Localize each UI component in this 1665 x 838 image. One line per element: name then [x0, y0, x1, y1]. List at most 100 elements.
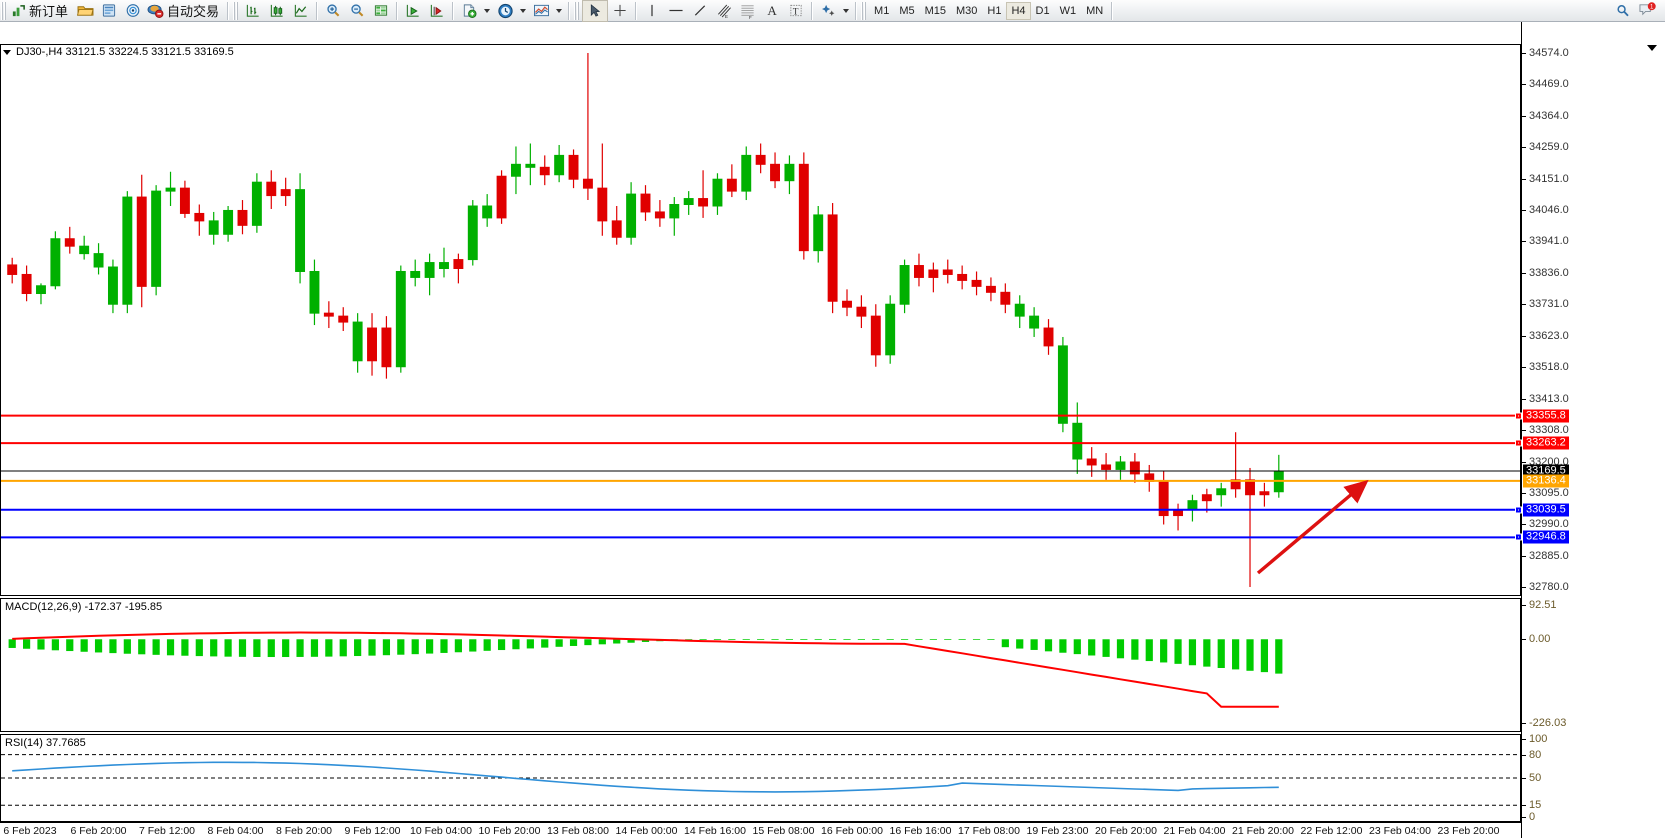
- price-axis-pill-resistance-1[interactable]: 33355.8: [1523, 409, 1569, 423]
- candle-body: [870, 315, 881, 356]
- timeframe-m30[interactable]: M30: [956, 4, 978, 17]
- price-axis-tick: [1522, 210, 1526, 212]
- search-icon: [1617, 4, 1629, 16]
- hline-button[interactable]: [664, 1, 688, 21]
- time-axis-label: 14 Feb 00:00: [615, 825, 678, 837]
- price-line-handle[interactable]: [1515, 412, 1522, 420]
- alerts-button[interactable]: 1: [1635, 1, 1659, 21]
- shift-start-button[interactable]: [401, 1, 425, 21]
- price-axis-label: 34574.0: [1529, 47, 1569, 59]
- period-button[interactable]: [493, 1, 517, 21]
- toolbar-grip[interactable]: [1, 1, 7, 20]
- candle-body: [467, 205, 478, 261]
- search-button[interactable]: [1611, 1, 1635, 21]
- cursor-button[interactable]: [582, 0, 609, 22]
- grid-button[interactable]: [369, 1, 393, 21]
- price-line-handle[interactable]: [1515, 533, 1522, 541]
- timeframe-m15[interactable]: M15: [924, 4, 946, 17]
- price-axis-tick: [1522, 53, 1526, 54]
- toolbar-separator-6: [635, 1, 638, 20]
- crosshair-button[interactable]: [608, 1, 632, 21]
- toolbar-grip-2[interactable]: [233, 1, 240, 20]
- price-axis-pill-resistance-2[interactable]: 33263.2: [1523, 436, 1569, 450]
- period-dropdown-arrow[interactable]: [520, 8, 527, 13]
- chart-window[interactable]: DJ30-,H4 33121.5 33224.5 33121.5 33169.5…: [0, 22, 1665, 838]
- price-pane[interactable]: [0, 44, 1521, 596]
- candle-body: [1273, 470, 1284, 493]
- candle-body: [525, 163, 536, 168]
- chart-menu-triangle-icon[interactable]: [3, 49, 11, 55]
- timeframe-d1[interactable]: D1: [1035, 4, 1050, 17]
- toolbar-separator-8: [855, 1, 858, 20]
- candlestick-chart-button[interactable]: [265, 1, 289, 21]
- price-axis-pill-support-2[interactable]: 32946.8: [1523, 530, 1569, 544]
- price-axis-label: 32990.0: [1529, 518, 1569, 531]
- price-axis-tick: [1522, 587, 1526, 588]
- rsi-axis-label: 80: [1529, 748, 1542, 761]
- new-order-button[interactable]: 新订单: [9, 1, 73, 21]
- data-window-button[interactable]: [97, 1, 121, 21]
- candle-body: [813, 214, 824, 252]
- indicators-button[interactable]: [529, 1, 553, 21]
- fibonacci-button[interactable]: F: [736, 1, 760, 21]
- candle-body: [496, 175, 507, 219]
- price-axis-label: 34046.0: [1529, 204, 1569, 217]
- price-axis-pill-pivot[interactable]: 33136.4: [1523, 474, 1569, 488]
- time-axis-label: 6 Feb 2023: [3, 825, 57, 837]
- bar-chart-button[interactable]: [241, 1, 265, 21]
- price-line-handle[interactable]: [1515, 506, 1522, 514]
- toolbar-grip-4[interactable]: [861, 1, 868, 20]
- price-axis[interactable]: 34574.0 34469.0 34364.0 34259.0 34151.0 34046…: [1515, 22, 1665, 838]
- new-order-label: 新订单: [29, 4, 69, 19]
- candle-body: [669, 204, 680, 219]
- signal-button[interactable]: [121, 1, 145, 21]
- rsi-pane[interactable]: RSI(14) 37.7685: [0, 734, 1521, 822]
- vline-button[interactable]: [640, 1, 664, 21]
- candle-body: [323, 312, 334, 317]
- price-axis-label: 32885.0: [1529, 549, 1569, 562]
- macd-pane[interactable]: MACD(12,26,9) -172.37 -195.85: [0, 598, 1521, 732]
- folder-button[interactable]: [73, 1, 97, 21]
- trendline-button[interactable]: [688, 1, 712, 21]
- timeframe-m5[interactable]: M5: [899, 4, 915, 17]
- timeframe-m1[interactable]: M1: [874, 4, 890, 17]
- timeframe-h4[interactable]: H4: [1006, 1, 1031, 20]
- trendline-icon: [694, 5, 706, 16]
- text-button[interactable]: A: [760, 1, 784, 21]
- rsi-axis-tick: [1522, 739, 1526, 740]
- toolbar-separator-9: [1111, 1, 1114, 20]
- macd-axis-label: -226.03: [1529, 717, 1567, 729]
- price-axis-pill-last-price[interactable]: 33169.5: [1523, 464, 1569, 478]
- candle-body: [1057, 345, 1068, 424]
- template-dropdown-arrow[interactable]: [484, 8, 491, 13]
- zoom-in-button[interactable]: [321, 1, 345, 21]
- svg-text:T: T: [793, 7, 799, 17]
- timeframe-h1[interactable]: H1: [987, 4, 1002, 17]
- candle-body: [539, 166, 550, 176]
- toolbar-grip-3[interactable]: [574, 1, 581, 20]
- time-axis-label: 19 Feb 23:00: [1026, 825, 1089, 837]
- zoom-out-button[interactable]: [345, 1, 369, 21]
- shift-end-button[interactable]: [425, 1, 449, 21]
- price-line-handle[interactable]: [1515, 439, 1522, 447]
- symbol-ohlc-label: DJ30-,H4 33121.5 33224.5 33121.5 33169.5: [16, 46, 234, 58]
- indicators-dropdown-arrow[interactable]: [556, 8, 563, 13]
- price-axis-tick: [1522, 493, 1526, 495]
- fibonacci-icon: F: [741, 4, 754, 19]
- candlestick-plot: [7, 53, 1284, 587]
- price-axis-label: 32780.0: [1529, 581, 1569, 593]
- time-axis-label: 23 Feb 04:00: [1369, 825, 1431, 837]
- time-axis-label: 6 Feb 20:00: [70, 825, 127, 837]
- equidistant-channel-button[interactable]: E: [712, 1, 736, 21]
- price-axis-tick: [1522, 524, 1526, 526]
- objects-dropdown-arrow[interactable]: [843, 8, 850, 13]
- template-button[interactable]: [457, 1, 481, 21]
- price-axis-pill-support-1[interactable]: 33039.5: [1523, 503, 1569, 517]
- text-label-button[interactable]: T: [784, 1, 808, 21]
- line-chart-button[interactable]: [289, 1, 313, 21]
- timeframe-w1[interactable]: W1: [1059, 4, 1077, 17]
- timeframe-mn[interactable]: MN: [1086, 4, 1104, 17]
- scroll-marker-icon[interactable]: [1647, 45, 1657, 51]
- objects-button[interactable]: [816, 1, 840, 21]
- auto-trading-button[interactable]: 自动交易: [145, 1, 224, 21]
